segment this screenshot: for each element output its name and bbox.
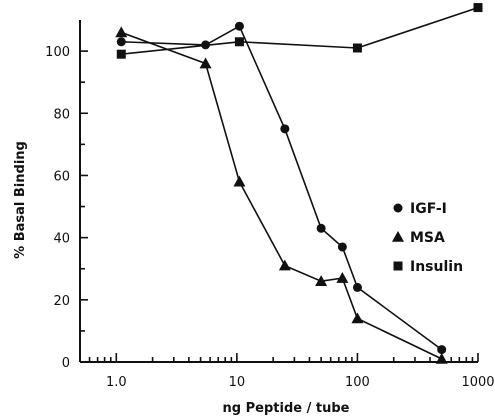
series-line-msa xyxy=(121,31,443,360)
ticks xyxy=(79,50,479,363)
legend-label-msa: MSA xyxy=(410,230,445,246)
legend-label-igf-i: IGF-I xyxy=(410,201,447,217)
x-tick-label-10: 10 xyxy=(229,375,246,390)
y-tick-label-20: 20 xyxy=(53,294,70,309)
tick-labels: 0 20 40 60 80 100 1.0 10 100 1000 xyxy=(45,45,494,390)
data-point-insulin-2 xyxy=(352,43,362,53)
data-point-igf-i-3 xyxy=(280,124,290,134)
legend: IGF-I MSA Insulin xyxy=(392,201,463,275)
series-msa xyxy=(115,26,448,364)
y-tick-label-100: 100 xyxy=(45,45,70,60)
data-point-igf-i-5 xyxy=(337,242,347,252)
data-point-insulin-3 xyxy=(473,3,483,13)
y-tick-label-80: 80 xyxy=(53,107,70,122)
data-point-insulin-0 xyxy=(116,49,126,59)
data-point-igf-i-4 xyxy=(316,223,326,233)
data-point-msa-2 xyxy=(233,175,246,187)
series-igf-i xyxy=(116,21,447,355)
series-line-insulin xyxy=(121,6,479,55)
data-point-igf-i-2 xyxy=(234,21,244,31)
data-point-msa-4 xyxy=(315,275,328,286)
series-layer xyxy=(115,3,483,364)
y-tick-label-40: 40 xyxy=(53,232,70,247)
x-axis-title: ng Peptide / tube xyxy=(223,401,350,416)
y-tick-label-0: 0 xyxy=(62,356,70,371)
x-tick-label-100: 100 xyxy=(345,375,370,390)
series-insulin xyxy=(116,3,483,59)
legend-marker-msa xyxy=(392,231,404,242)
data-point-msa-6 xyxy=(351,312,364,324)
legend-label-insulin: Insulin xyxy=(410,259,463,275)
legend-marker-insulin xyxy=(393,261,403,271)
data-point-igf-i-0 xyxy=(116,37,126,47)
x-tick-label-1: 1.0 xyxy=(106,375,127,390)
data-point-msa-7 xyxy=(435,352,448,364)
data-point-msa-0 xyxy=(115,26,128,38)
y-axis-title: % Basal Binding xyxy=(13,141,28,259)
data-point-msa-3 xyxy=(278,259,291,271)
y-tick-label-60: 60 xyxy=(53,169,70,184)
data-point-igf-i-6 xyxy=(352,282,362,292)
axes xyxy=(79,20,478,363)
data-point-insulin-1 xyxy=(234,37,244,47)
x-tick-label-1000: 1000 xyxy=(461,375,494,390)
series-line-igf-i xyxy=(121,25,443,351)
data-point-igf-i-7 xyxy=(437,345,447,355)
legend-marker-igf-i xyxy=(393,203,403,213)
data-point-msa-5 xyxy=(336,272,349,283)
data-point-msa-1 xyxy=(199,57,212,69)
